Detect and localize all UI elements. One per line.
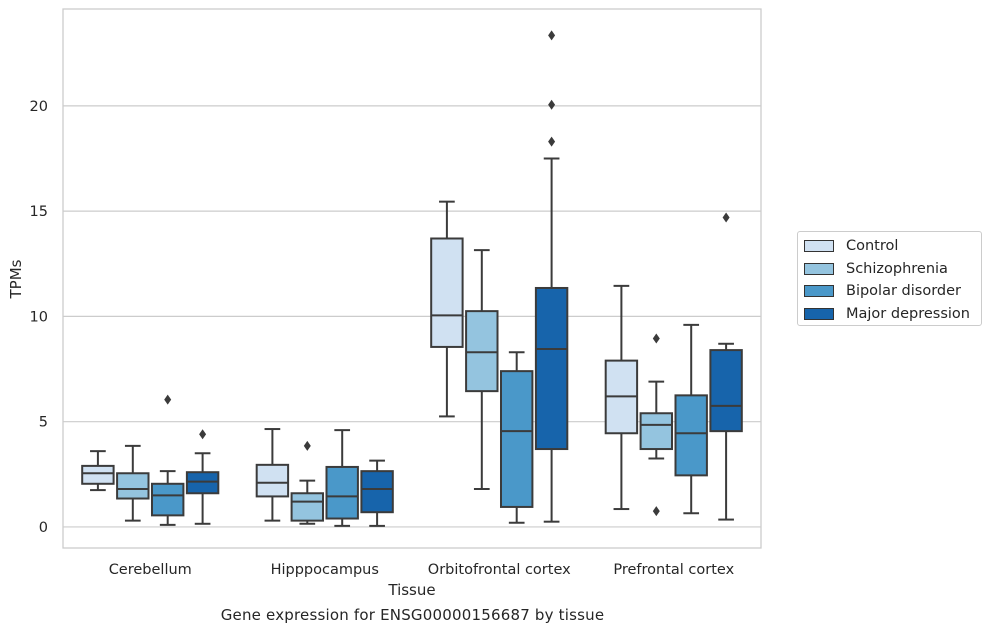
legend-swatch bbox=[804, 285, 834, 297]
box bbox=[674, 323, 708, 515]
box-body bbox=[674, 394, 708, 477]
box-body bbox=[534, 286, 569, 451]
box-body bbox=[709, 349, 743, 433]
box bbox=[499, 351, 534, 524]
legend-label: Control bbox=[846, 238, 899, 254]
legend-swatch bbox=[804, 307, 834, 320]
legend-label: Major depression bbox=[846, 305, 970, 322]
box-body bbox=[185, 471, 220, 495]
legend: Control Schizophrenia Bipolar disorder Majo… bbox=[797, 231, 982, 326]
outlier-point bbox=[548, 99, 556, 110]
box-body bbox=[325, 465, 359, 520]
box bbox=[325, 429, 359, 527]
y-axis-label: TPMs bbox=[7, 259, 25, 299]
y-tick-label: 15 bbox=[30, 204, 48, 220]
legend-label: Schizophrenia bbox=[846, 260, 948, 277]
box bbox=[604, 284, 639, 511]
outlier-point bbox=[303, 440, 311, 451]
legend-label: Bipolar disorder bbox=[846, 283, 961, 299]
series-major-depression bbox=[185, 30, 743, 527]
x-tick-label: Cerebellum bbox=[109, 562, 192, 578]
legend-item: Control bbox=[804, 235, 898, 257]
y-tick-label: 10 bbox=[30, 309, 48, 325]
box bbox=[709, 212, 743, 521]
box bbox=[290, 440, 325, 525]
box bbox=[534, 30, 569, 523]
box bbox=[430, 200, 464, 418]
grid-lines bbox=[63, 105, 761, 528]
legend-item: Major depression bbox=[804, 303, 970, 325]
box-body bbox=[255, 463, 290, 498]
series-bipolar-disorder bbox=[150, 323, 708, 527]
box-body bbox=[639, 412, 674, 451]
series-schizophrenia bbox=[116, 249, 674, 525]
chart-caption: Gene expression for ENSG00000156687 by t… bbox=[220, 606, 605, 624]
box-body bbox=[150, 482, 185, 517]
box-body bbox=[360, 470, 394, 514]
box-body bbox=[499, 370, 534, 508]
series-control bbox=[81, 200, 639, 522]
box-body bbox=[290, 492, 325, 522]
box bbox=[150, 394, 185, 526]
box bbox=[185, 429, 220, 525]
box bbox=[360, 459, 394, 527]
y-tick-label: 0 bbox=[39, 520, 48, 536]
outlier-point bbox=[548, 30, 556, 41]
outlier-point bbox=[652, 333, 660, 344]
y-tick-label: 5 bbox=[39, 415, 48, 431]
x-tick-label: Prefrontal cortex bbox=[613, 562, 734, 578]
legend-swatch bbox=[804, 240, 834, 252]
outlier-point bbox=[164, 394, 172, 405]
outlier-point bbox=[722, 212, 730, 223]
box bbox=[639, 333, 674, 517]
box-body bbox=[430, 237, 464, 348]
box-body bbox=[465, 310, 499, 393]
box bbox=[81, 450, 115, 492]
box-plot-series bbox=[81, 30, 743, 527]
outlier-point bbox=[548, 136, 556, 147]
outlier-point bbox=[652, 506, 660, 517]
x-tick-label: Hipppocampus bbox=[271, 562, 379, 578]
x-tick-label: Orbitofrontal cortex bbox=[428, 562, 571, 578]
plot-frame bbox=[62, 8, 762, 549]
legend-swatch bbox=[804, 262, 834, 275]
x-axis-ticks: Cerebellum Hipppocampus Orbitofrontal cort… bbox=[109, 562, 735, 578]
outlier-point bbox=[199, 429, 207, 440]
box-body bbox=[81, 464, 115, 485]
box bbox=[465, 249, 499, 491]
box bbox=[255, 428, 290, 522]
x-axis-label: Tissue bbox=[387, 581, 435, 599]
legend-item: Schizophrenia bbox=[804, 258, 948, 280]
box-body bbox=[116, 472, 150, 500]
y-tick-label: 20 bbox=[30, 99, 48, 115]
y-axis-ticks: 0 5 10 15 20 bbox=[30, 99, 48, 536]
legend-item: Bipolar disorder bbox=[804, 280, 961, 302]
box bbox=[116, 444, 150, 522]
